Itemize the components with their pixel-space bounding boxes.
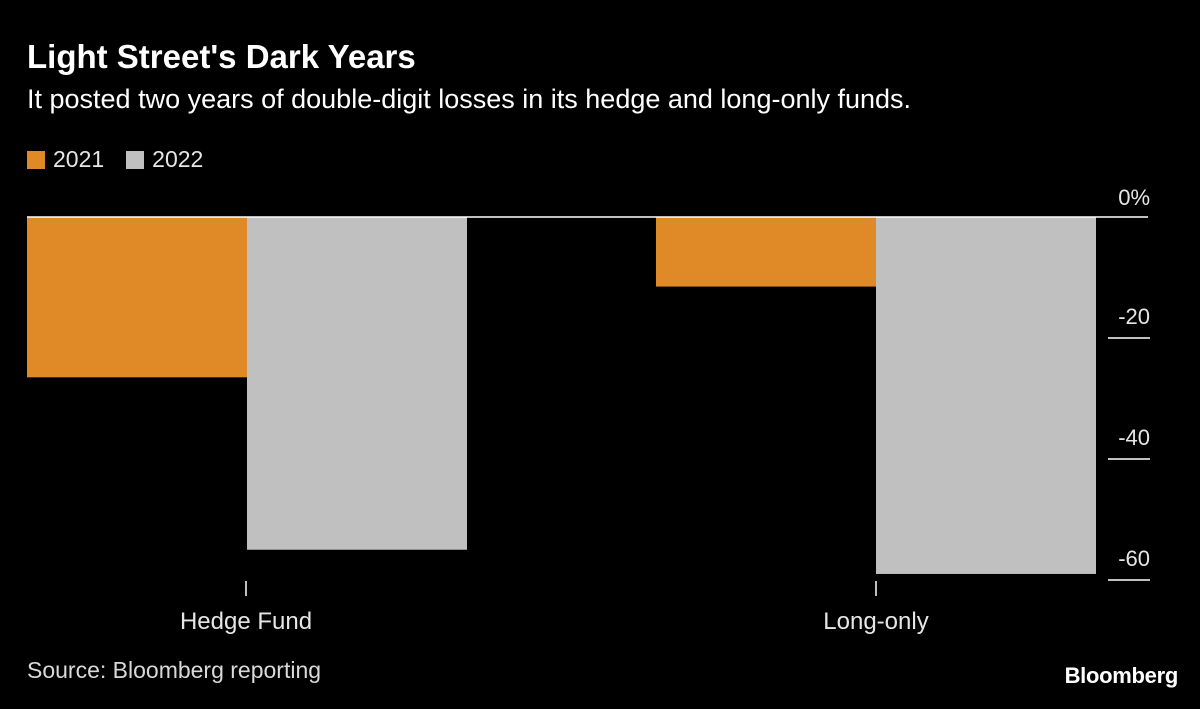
bar-2021-long-only	[656, 217, 876, 287]
chart-title: Light Street's Dark Years	[27, 38, 416, 75]
y-tick-label: -60	[1118, 546, 1150, 571]
y-tick-label: -20	[1118, 304, 1150, 329]
chart-subtitle: It posted two years of double-digit loss…	[27, 84, 912, 114]
bar-2022-long-only	[876, 217, 1096, 574]
bar-2021-hedge-fund	[27, 217, 247, 378]
x-tick-label-long-only: Long-only	[823, 608, 928, 635]
bar-2022-hedge-fund	[247, 217, 467, 550]
legend: 2021 2022	[27, 146, 225, 173]
legend-label-2021: 2021	[53, 146, 105, 172]
legend-label-2022: 2022	[152, 146, 204, 172]
legend-item-2021: 2021	[27, 146, 104, 173]
y-tick-label: 0%	[1118, 185, 1150, 210]
bloomberg-logo: Bloomberg	[1064, 663, 1179, 688]
legend-swatch-2021	[27, 150, 45, 169]
x-tick-label-hedge-fund: Hedge Fund	[180, 608, 312, 635]
source-note: Source: Bloomberg reporting	[27, 657, 322, 683]
y-tick-label: -40	[1118, 425, 1150, 450]
legend-swatch-2022	[126, 150, 145, 169]
legend-item-2022: 2022	[126, 146, 203, 173]
